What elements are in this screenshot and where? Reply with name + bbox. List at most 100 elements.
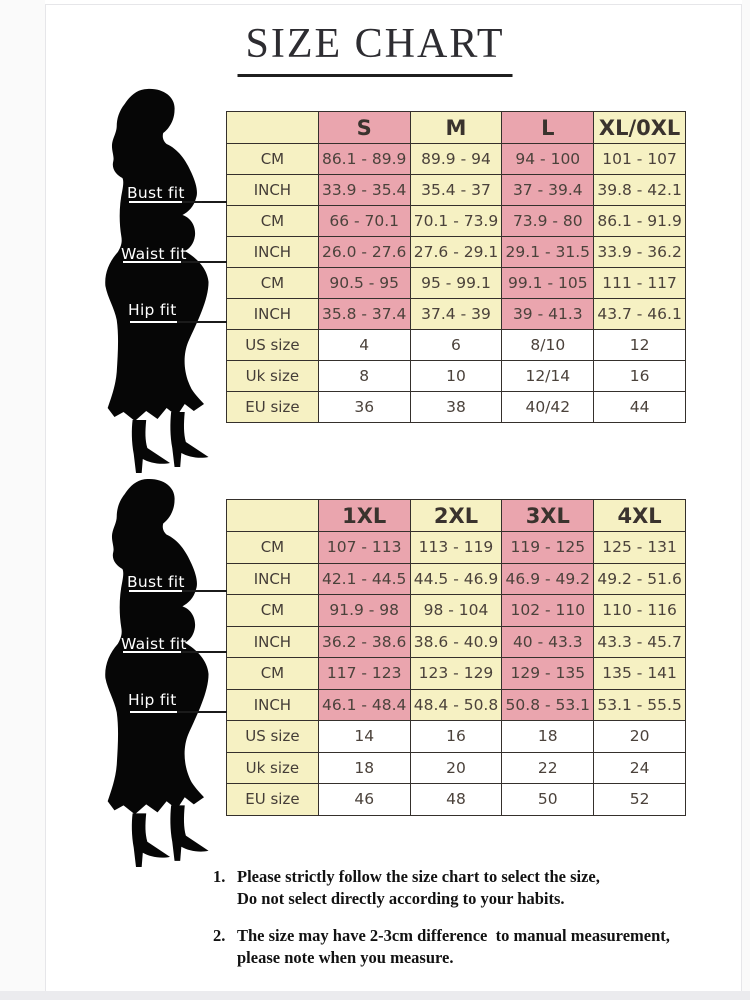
woman-silhouette-graphic — [105, 88, 209, 474]
size-value-cell: 135 - 141 — [593, 657, 686, 690]
size-value-cell: 20 — [409, 751, 503, 784]
size-value-cell: 102 - 110 — [501, 594, 595, 627]
page-edge-left — [45, 4, 46, 991]
row-label: EU size — [226, 783, 319, 816]
note-line: The size may have 2-3cm difference to ma… — [237, 926, 670, 945]
size-value-cell: 66 - 70.1 — [317, 205, 411, 237]
size-value-cell: 129 - 135 — [501, 657, 595, 690]
row-label: CM — [226, 657, 319, 690]
waist-fit-label: Waist fit — [121, 635, 187, 653]
woman-silhouette-bottom — [68, 476, 238, 872]
row-label: INCH — [226, 236, 319, 268]
column-header: 2XL — [409, 499, 503, 532]
row-label: INCH — [226, 625, 319, 658]
column-header: 1XL — [317, 499, 411, 532]
row-label: US size — [226, 720, 319, 753]
page-edge-right — [741, 4, 742, 991]
size-value-cell: 94 - 100 — [501, 143, 595, 175]
corner-cell — [226, 499, 319, 532]
waist-fit-underline — [123, 261, 181, 263]
size-value-cell: 43.3 - 45.7 — [593, 625, 686, 658]
note-item: 2. The size may have 2-3cm difference to… — [213, 925, 683, 969]
size-value-cell: 6 — [409, 329, 503, 361]
row-label: EU size — [226, 391, 319, 423]
note-item: 1. Please strictly follow the size chart… — [213, 866, 683, 910]
size-value-cell: 40/42 — [501, 391, 595, 423]
page-edge-top — [45, 4, 741, 5]
size-value-cell: 35.8 - 37.4 — [317, 298, 411, 330]
size-value-cell: 40 - 43.3 — [501, 625, 595, 658]
note-number: 2. — [213, 926, 226, 945]
size-value-cell: 39 - 41.3 — [501, 298, 595, 330]
row-label: CM — [226, 267, 319, 299]
size-value-cell: 44 — [593, 391, 686, 423]
row-label: CM — [226, 205, 319, 237]
note-line: Please strictly follow the size chart to… — [237, 867, 600, 886]
waist-fit-pointer-line — [181, 651, 227, 653]
size-value-cell: 38 — [409, 391, 503, 423]
size-value-cell: 98 - 104 — [409, 594, 503, 627]
note-text: The size may have 2-3cm difference to ma… — [237, 925, 670, 969]
size-value-cell: 119 - 125 — [501, 531, 595, 564]
size-value-cell: 50.8 - 53.1 — [501, 688, 595, 721]
size-value-cell: 10 — [409, 360, 503, 392]
bust-fit-label: Bust fit — [127, 184, 185, 202]
size-value-cell: 48 — [409, 783, 503, 816]
size-value-cell: 44.5 - 46.9 — [409, 562, 503, 595]
size-value-cell: 8 — [317, 360, 411, 392]
note-line: Do not select directly according to your… — [237, 889, 565, 908]
page-margin-right — [742, 0, 750, 1000]
size-table-grid: 1XL 2XL 3XL 4XL CM 107 - 113 113 - 119 119 - 12… — [226, 499, 686, 816]
size-value-cell: 86.1 - 91.9 — [593, 205, 686, 237]
size-value-cell: 37.4 - 39 — [409, 298, 503, 330]
size-value-cell: 86.1 - 89.9 — [317, 143, 411, 175]
size-value-cell: 91.9 - 98 — [317, 594, 411, 627]
column-header: 3XL — [501, 499, 595, 532]
size-value-cell: 36 — [317, 391, 411, 423]
size-value-cell: 26.0 - 27.6 — [317, 236, 411, 268]
column-header: 4XL — [593, 499, 686, 532]
column-header: M — [409, 111, 503, 144]
size-value-cell: 123 - 129 — [409, 657, 503, 690]
size-value-cell: 111 - 117 — [593, 267, 686, 299]
size-value-cell: 39.8 - 42.1 — [593, 174, 686, 206]
size-value-cell: 12/14 — [501, 360, 595, 392]
page-margin-left — [0, 0, 45, 1000]
notes: 1. Please strictly follow the size chart… — [213, 866, 683, 984]
size-value-cell: 12 — [593, 329, 686, 361]
size-value-cell: 29.1 - 31.5 — [501, 236, 595, 268]
size-table-regular: S M L XL/0XL CM 86.1 - 89.9 89.9 - 94 94 - 100 1… — [226, 111, 686, 423]
bust-fit-label: Bust fit — [127, 573, 185, 591]
page-edge-bottom — [0, 991, 750, 1000]
size-value-cell: 14 — [317, 720, 411, 753]
size-value-cell: 35.4 - 37 — [409, 174, 503, 206]
row-label: Uk size — [226, 360, 319, 392]
size-value-cell: 113 - 119 — [409, 531, 503, 564]
hip-fit-underline — [130, 321, 177, 323]
size-value-cell: 107 - 113 — [317, 531, 411, 564]
woman-silhouette-graphic — [105, 478, 209, 867]
size-value-cell: 38.6 - 40.9 — [409, 625, 503, 658]
size-value-cell: 8/10 — [501, 329, 595, 361]
hip-fit-label: Hip fit — [128, 691, 177, 709]
row-label: INCH — [226, 298, 319, 330]
hip-fit-label: Hip fit — [128, 301, 177, 319]
size-value-cell: 50 — [501, 783, 595, 816]
bust-fit-pointer-line — [182, 201, 227, 203]
size-value-cell: 27.6 - 29.1 — [409, 236, 503, 268]
corner-cell — [226, 111, 319, 144]
row-label: INCH — [226, 562, 319, 595]
size-value-cell: 125 - 131 — [593, 531, 686, 564]
size-value-cell: 110 - 116 — [593, 594, 686, 627]
size-value-cell: 52 — [593, 783, 686, 816]
size-value-cell: 70.1 - 73.9 — [409, 205, 503, 237]
size-value-cell: 48.4 - 50.8 — [409, 688, 503, 721]
size-value-cell: 16 — [409, 720, 503, 753]
size-value-cell: 43.7 - 46.1 — [593, 298, 686, 330]
row-label: CM — [226, 143, 319, 175]
size-value-cell: 53.1 - 55.5 — [593, 688, 686, 721]
waist-fit-pointer-line — [181, 261, 227, 263]
waist-fit-label: Waist fit — [121, 245, 187, 263]
size-value-cell: 16 — [593, 360, 686, 392]
size-value-cell: 46.9 - 49.2 — [501, 562, 595, 595]
